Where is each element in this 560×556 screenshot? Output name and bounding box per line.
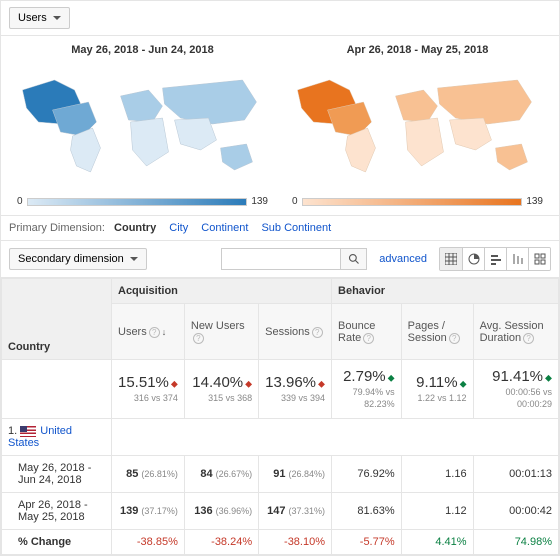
flag-us-icon <box>20 426 36 437</box>
users-dropdown-label: Users <box>18 12 47 24</box>
legend-left-bar <box>27 198 248 206</box>
comparison-icon <box>512 253 524 265</box>
dim-continent[interactable]: Continent <box>201 222 248 234</box>
col-users[interactable]: Users?↓ <box>112 304 185 360</box>
summary-row: 15.51%⬥316 vs 374 14.40%⬥315 vs 368 13.9… <box>2 360 559 419</box>
advanced-link[interactable]: advanced <box>379 253 427 265</box>
primary-dimension-row: Primary Dimension: Country City Continen… <box>1 215 559 241</box>
arrow-up-icon: ⬥ <box>388 373 395 384</box>
view-comparison-button[interactable] <box>506 248 528 270</box>
legend-left-min: 0 <box>17 196 23 207</box>
secondary-dimension-dropdown[interactable]: Secondary dimension <box>9 248 147 270</box>
map-left-title: May 26, 2018 - Jun 24, 2018 <box>71 44 213 56</box>
help-icon: ? <box>193 333 204 344</box>
bar-icon <box>490 253 502 265</box>
caret-down-icon <box>130 257 138 261</box>
data-table: Country Acquisition Behavior Users?↓ New… <box>1 278 559 555</box>
search-button[interactable] <box>341 248 367 270</box>
arrow-down-icon: ⬥ <box>318 379 325 390</box>
caret-down-icon <box>53 16 61 20</box>
view-table-button[interactable] <box>440 248 462 270</box>
view-pivot-button[interactable] <box>528 248 550 270</box>
legend-right-max: 139 <box>526 196 543 207</box>
map-left <box>9 62 276 192</box>
col-bounce[interactable]: Bounce Rate? <box>332 304 402 360</box>
dim-subcontinent[interactable]: Sub Continent <box>261 222 331 234</box>
table-row: May 26, 2018 - Jun 24, 2018 85(26.81%) 8… <box>2 456 559 493</box>
table-row: Apr 26, 2018 - May 25, 2018 139(37.17%) … <box>2 493 559 530</box>
map-right <box>284 62 551 192</box>
col-duration[interactable]: Avg. Session Duration? <box>473 304 558 360</box>
pivot-icon <box>534 253 546 265</box>
acquisition-header: Acquisition <box>112 279 332 304</box>
maps-panel: May 26, 2018 - Jun 24, 2018 0 139 Apr 26… <box>1 36 559 215</box>
help-icon: ? <box>363 333 374 344</box>
help-icon: ? <box>523 333 534 344</box>
row-index: 1. <box>8 425 17 437</box>
arrow-down-icon: ⬥ <box>171 379 178 390</box>
country-header: Country <box>8 341 50 353</box>
country-link[interactable]: United States <box>8 425 72 449</box>
pie-icon <box>468 253 480 265</box>
table-row: % Change -38.85% -38.24% -38.10% -5.77% … <box>2 530 559 555</box>
arrow-up-icon: ⬥ <box>545 373 552 384</box>
search-icon <box>348 253 360 265</box>
col-pages[interactable]: Pages / Session? <box>401 304 473 360</box>
table-icon <box>445 253 457 265</box>
arrow-down-icon: ⬥ <box>245 379 252 390</box>
dim-city[interactable]: City <box>169 222 188 234</box>
dim-country[interactable]: Country <box>114 222 156 234</box>
legend-right-bar <box>302 198 523 206</box>
arrow-up-icon: ⬥ <box>460 379 467 390</box>
view-toggle <box>439 247 551 271</box>
map-right-title: Apr 26, 2018 - May 25, 2018 <box>347 44 489 56</box>
help-icon: ? <box>449 333 460 344</box>
view-pie-button[interactable] <box>462 248 484 270</box>
col-new-users[interactable]: New Users? <box>184 304 258 360</box>
help-icon: ? <box>312 327 323 338</box>
legend-left-max: 139 <box>251 196 268 207</box>
sort-desc-icon: ↓ <box>162 327 167 337</box>
help-icon: ? <box>149 327 160 338</box>
users-dropdown[interactable]: Users <box>9 7 70 29</box>
view-bar-button[interactable] <box>484 248 506 270</box>
behavior-header: Behavior <box>332 279 559 304</box>
primary-dimension-label: Primary Dimension: <box>9 222 105 234</box>
secondary-dimension-label: Secondary dimension <box>18 253 124 265</box>
legend-right-min: 0 <box>292 196 298 207</box>
table-row: 1. United States <box>2 419 559 456</box>
col-sessions[interactable]: Sessions? <box>259 304 332 360</box>
search-input[interactable] <box>221 248 341 270</box>
